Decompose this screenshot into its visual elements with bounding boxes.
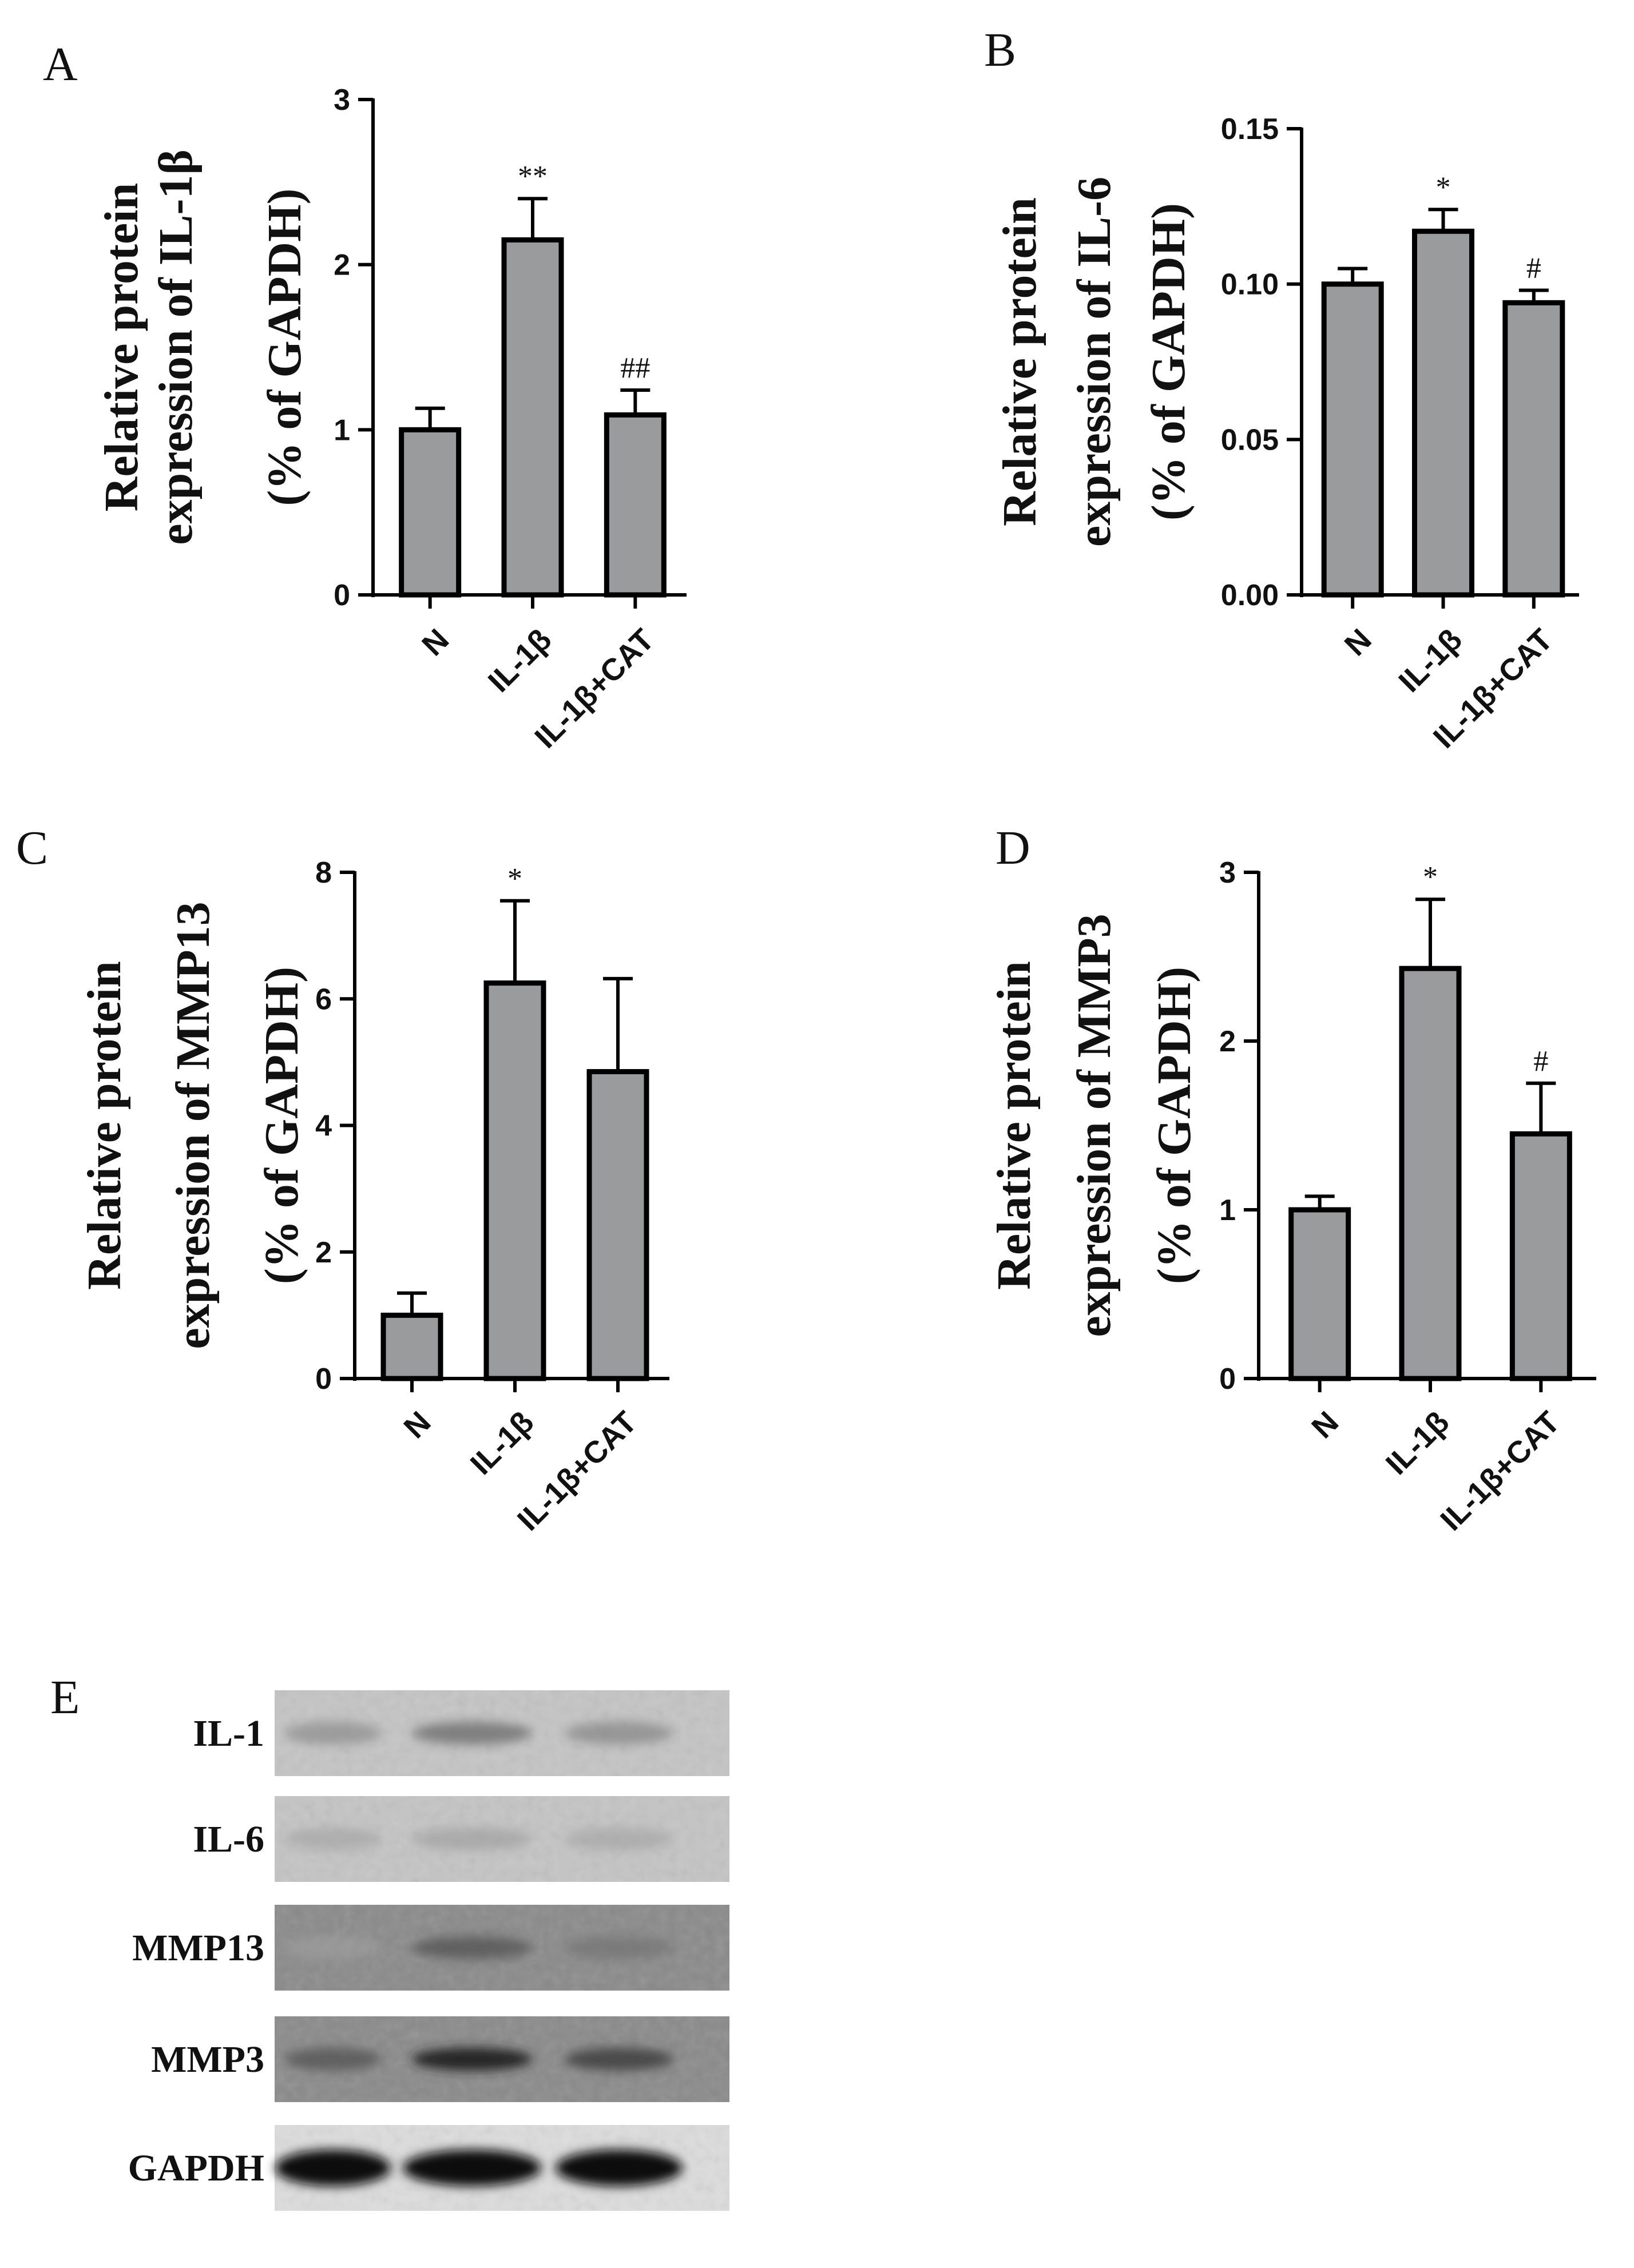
x-tick-label: IL-1β bbox=[464, 1405, 541, 1481]
blot-row-mmp13: MMP13 bbox=[132, 1905, 729, 1991]
bar bbox=[604, 412, 667, 598]
blot-row-label: IL-6 bbox=[193, 1818, 264, 1860]
y-tick-label: 0.05 bbox=[1221, 423, 1279, 456]
significance-mark: * bbox=[1423, 861, 1438, 893]
blot-row-label: GAPDH bbox=[128, 2147, 264, 2189]
panel-label-c: C bbox=[16, 821, 48, 875]
y-tick-label: 0.10 bbox=[1221, 268, 1279, 301]
bar bbox=[1321, 281, 1384, 598]
chart-panel-d: D Relative protein expression of MMP3 (% of… bbox=[987, 821, 1596, 1538]
blot-row-il-6: IL-6 bbox=[193, 1796, 729, 1882]
blot-row-mmp3: MMP3 bbox=[151, 2016, 729, 2102]
significance-mark: # bbox=[1526, 252, 1541, 285]
bar bbox=[380, 1312, 443, 1381]
y-axis-label-line: expression of MMP13 bbox=[166, 901, 220, 1349]
blot-band bbox=[403, 2150, 541, 2186]
blot-band bbox=[565, 1828, 673, 1850]
bar bbox=[1399, 966, 1462, 1381]
y-axis-label-line: Relative protein bbox=[78, 961, 131, 1290]
blot-band bbox=[284, 1828, 382, 1850]
blot-row-label: IL-1 bbox=[193, 1713, 264, 1754]
blot-band bbox=[275, 2150, 391, 2186]
y-tick-label: 0 bbox=[315, 1363, 332, 1396]
y-axis-label-line: Relative protein bbox=[95, 183, 148, 512]
y-axis-label-line: expression of MMP3 bbox=[1068, 913, 1121, 1337]
bar bbox=[483, 980, 546, 1381]
bar bbox=[586, 1069, 649, 1381]
y-tick-label: 0 bbox=[334, 579, 350, 612]
significance-mark: * bbox=[1436, 171, 1451, 204]
x-tick-label: N bbox=[415, 622, 455, 662]
chart-panel-a: A Relative protein expression of IL-1β (% o… bbox=[43, 38, 687, 755]
panel-label-e: E bbox=[50, 1671, 80, 1724]
y-tick-label: 2 bbox=[334, 249, 350, 282]
y-tick-label: 0.00 bbox=[1221, 579, 1279, 612]
y-tick-label: 4 bbox=[315, 1110, 332, 1143]
y-tick-label: 8 bbox=[315, 856, 332, 889]
y-tick-label: 3 bbox=[334, 84, 350, 117]
y-axis-label-line: (% of GAPDH) bbox=[1142, 203, 1195, 521]
chart-panel-b: B Relative protein expression of IL-6 (% of… bbox=[984, 23, 1579, 755]
bar bbox=[1412, 228, 1474, 598]
y-tick-label: 1 bbox=[334, 414, 350, 447]
x-tick-label: N bbox=[397, 1405, 437, 1445]
bar bbox=[399, 427, 462, 598]
x-tick-label: N bbox=[1338, 622, 1378, 662]
significance-mark: ** bbox=[518, 160, 548, 193]
x-tick-label: N bbox=[1305, 1405, 1345, 1445]
blot-band bbox=[412, 1936, 532, 1959]
y-tick-label: 2 bbox=[1219, 1025, 1236, 1058]
y-axis-label-line: (% of GAPDH) bbox=[255, 967, 308, 1284]
blot-band bbox=[412, 1722, 532, 1745]
bar bbox=[501, 237, 564, 598]
blot-band bbox=[284, 1936, 382, 1959]
x-tick-label: IL-1β+CAT bbox=[1434, 1405, 1566, 1538]
x-tick-label: IL-1β bbox=[1379, 1405, 1456, 1481]
blot-band bbox=[412, 2048, 532, 2071]
y-axis-label-line: (% of GAPDH) bbox=[1148, 967, 1201, 1284]
panel-label-d: D bbox=[996, 821, 1030, 875]
y-axis-label-line: Relative protein bbox=[993, 197, 1046, 526]
y-tick-label: 6 bbox=[315, 983, 332, 1016]
blot-band bbox=[565, 1722, 673, 1745]
blot-row-label: MMP13 bbox=[132, 1927, 264, 1969]
panel-label-a: A bbox=[43, 38, 78, 91]
bar bbox=[1288, 1207, 1351, 1381]
y-axis-label-line: (% of GAPDH) bbox=[258, 188, 311, 506]
y-axis-label-line: expression of IL-1β bbox=[149, 149, 203, 545]
y-tick-label: 2 bbox=[315, 1236, 332, 1269]
bar bbox=[1509, 1131, 1572, 1381]
panel-label-b: B bbox=[984, 23, 1016, 77]
chart-panel-c: C Relative protein expression of MMP13 (% o… bbox=[16, 821, 669, 1538]
blot-band bbox=[556, 2150, 683, 2186]
blot-band bbox=[565, 1936, 673, 1959]
y-tick-label: 0 bbox=[1219, 1363, 1236, 1396]
blot-band bbox=[284, 2048, 382, 2071]
x-tick-label: IL-1β bbox=[1392, 622, 1469, 699]
y-axis-label-line: expression of IL-6 bbox=[1068, 177, 1121, 547]
x-tick-label: IL-1β bbox=[482, 622, 558, 699]
significance-mark: # bbox=[1533, 1045, 1548, 1078]
blot-row-gapdh: GAPDH bbox=[128, 2125, 729, 2211]
y-tick-label: 1 bbox=[1219, 1194, 1236, 1227]
bar bbox=[1502, 300, 1565, 598]
blot-row-il-1: IL-1 bbox=[193, 1690, 729, 1776]
y-tick-label: 3 bbox=[1219, 856, 1236, 889]
blot-band bbox=[412, 1828, 532, 1850]
significance-mark: * bbox=[507, 863, 522, 895]
y-axis-label-line: Relative protein bbox=[987, 961, 1041, 1290]
blot-band bbox=[284, 1722, 382, 1745]
y-tick-label: 0.15 bbox=[1221, 113, 1279, 146]
blot-row-label: MMP3 bbox=[151, 2039, 264, 2080]
significance-mark: ## bbox=[620, 352, 650, 384]
western-blot: E IL-1 IL-6 MMP13 MMP3 GAPDH bbox=[50, 1671, 729, 2211]
blot-band bbox=[565, 2048, 673, 2071]
